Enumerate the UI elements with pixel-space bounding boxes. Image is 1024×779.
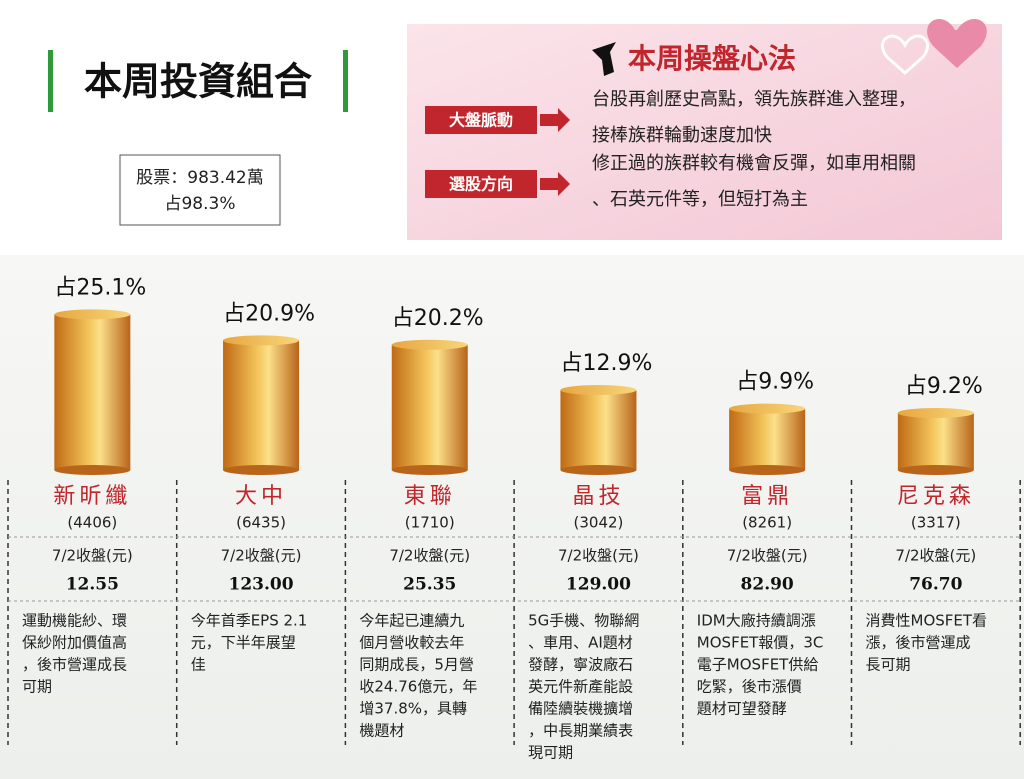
cylinder bbox=[729, 408, 806, 470]
stock-note: 電子MOSFET供給 bbox=[697, 656, 819, 674]
close-price: 12.55 bbox=[66, 575, 119, 595]
item-text: 修正過的族群較有機會反彈，如車用相關 bbox=[592, 153, 916, 174]
stock-note: ，中長期業績表 bbox=[528, 722, 633, 740]
stock-note: 今年起已連續九 bbox=[359, 612, 464, 630]
item-label: 大盤脈動 bbox=[449, 111, 513, 130]
price-header: 7/2收盤(元) bbox=[895, 547, 976, 565]
close-price: 129.00 bbox=[566, 575, 631, 595]
summary-stock: 股票：983.42萬 bbox=[136, 168, 263, 188]
close-price: 76.70 bbox=[909, 575, 962, 595]
stock-code: (3042) bbox=[574, 514, 624, 532]
panel-icon bbox=[592, 42, 616, 76]
cylinder-top bbox=[391, 339, 468, 350]
stock-code: (6435) bbox=[236, 514, 286, 532]
stock-name: 尼克森 bbox=[897, 484, 975, 509]
stock-note: 今年首季EPS 2.1 bbox=[191, 612, 308, 630]
stock-note: 漲，後市營運成 bbox=[866, 634, 971, 652]
stock-code: (3317) bbox=[911, 514, 961, 532]
stock-code: (4406) bbox=[67, 514, 117, 532]
stock-note: 同期成長，5月營 bbox=[359, 656, 474, 674]
cylinder-base bbox=[729, 465, 806, 475]
stock-note: 、車用、AI題材 bbox=[528, 634, 633, 652]
cylinder-base bbox=[560, 465, 637, 475]
title-bar-right bbox=[343, 50, 348, 112]
stock-note: 機題材 bbox=[359, 722, 404, 740]
stock-note: 運動機能紗、環 bbox=[22, 612, 127, 630]
item-text: 、石英元件等，但短打為主 bbox=[592, 189, 808, 210]
item-arrow bbox=[540, 108, 570, 132]
price-header: 7/2收盤(元) bbox=[221, 547, 302, 565]
cylinder bbox=[560, 390, 637, 470]
stock-code: (1710) bbox=[405, 514, 455, 532]
cylinder-base bbox=[223, 465, 300, 475]
stock-note: 個月營收較去年 bbox=[359, 634, 464, 652]
cylinder-base bbox=[391, 465, 468, 475]
stock-name: 新昕纖 bbox=[53, 484, 131, 509]
cylinder-top bbox=[897, 407, 974, 418]
stock-note: 題材可望發酵 bbox=[697, 700, 787, 718]
stock-note: 5G手機、物聯網 bbox=[528, 612, 639, 630]
value-label: 占20.9% bbox=[223, 301, 315, 326]
stock-note: 發酵，寧波廠石 bbox=[528, 656, 633, 674]
cylinder bbox=[54, 314, 131, 470]
value-label: 占9.9% bbox=[736, 370, 814, 395]
cylinder-top bbox=[223, 335, 300, 346]
cylinder-top bbox=[729, 403, 806, 414]
stock-note: 吃緊，後市漲價 bbox=[697, 678, 802, 696]
summary-share: 占98.3% bbox=[164, 194, 235, 214]
price-header: 7/2收盤(元) bbox=[389, 547, 470, 565]
price-header: 7/2收盤(元) bbox=[727, 547, 808, 565]
item-label-box bbox=[425, 170, 537, 198]
cylinder bbox=[391, 344, 468, 470]
stock-note: 元，下半年展望 bbox=[191, 634, 296, 652]
value-label: 占20.2% bbox=[392, 306, 484, 331]
item-label-box bbox=[425, 106, 537, 134]
page-title: 本周投資組合 bbox=[84, 60, 312, 104]
title-bar-left bbox=[48, 50, 53, 112]
item-text: 接棒族群輪動速度加快 bbox=[592, 125, 772, 146]
stock-name: 晶技 bbox=[572, 484, 624, 509]
item-text: 台股再創歷史高點，領先族群進入整理， bbox=[592, 89, 916, 110]
cylinder bbox=[223, 340, 300, 470]
stock-note: 收24.76億元，年 bbox=[359, 678, 477, 696]
stock-note: ，後市營運成長 bbox=[22, 656, 127, 674]
stock-name: 富鼎 bbox=[741, 484, 793, 509]
stock-note: 佳 bbox=[191, 656, 206, 674]
stock-note: 增37.8%，具轉 bbox=[359, 700, 467, 718]
stock-name: 東聯 bbox=[404, 484, 456, 509]
lower-background bbox=[0, 255, 1024, 779]
close-price: 25.35 bbox=[403, 575, 456, 595]
cylinder bbox=[897, 412, 974, 470]
stock-note: IDM大廠持續調漲 bbox=[697, 612, 816, 630]
stock-note: 備陸續裝機擴增 bbox=[528, 700, 633, 718]
cylinder-top bbox=[560, 385, 637, 396]
stock-code: (8261) bbox=[742, 514, 792, 532]
summary-box bbox=[119, 154, 281, 226]
cylinder-top bbox=[54, 309, 131, 320]
price-header: 7/2收盤(元) bbox=[52, 547, 133, 565]
stock-note: 可期 bbox=[22, 678, 52, 696]
stock-note: MOSFET報價，3C bbox=[697, 634, 824, 652]
stock-note: 現可期 bbox=[528, 744, 573, 762]
price-header: 7/2收盤(元) bbox=[558, 547, 639, 565]
value-label: 占12.9% bbox=[561, 351, 653, 376]
value-label: 占9.2% bbox=[905, 374, 983, 399]
heart-outline bbox=[880, 34, 930, 76]
cylinder-base bbox=[54, 465, 131, 475]
stock-note: 消費性MOSFET看 bbox=[866, 612, 988, 630]
close-price: 123.00 bbox=[229, 575, 294, 595]
cylinder-base bbox=[897, 465, 974, 475]
stock-name: 大中 bbox=[235, 484, 287, 509]
item-label: 選股方向 bbox=[449, 175, 513, 194]
stock-note: 保紗附加價值高 bbox=[22, 634, 127, 652]
panel-title: 本周操盤心法 bbox=[628, 42, 796, 75]
heart bbox=[927, 19, 987, 68]
item-arrow bbox=[540, 172, 570, 196]
stock-note: 英元件新產能設 bbox=[528, 678, 633, 696]
value-label: 占25.1% bbox=[54, 275, 146, 300]
close-price: 82.90 bbox=[741, 575, 794, 595]
stock-note: 長可期 bbox=[866, 656, 911, 674]
